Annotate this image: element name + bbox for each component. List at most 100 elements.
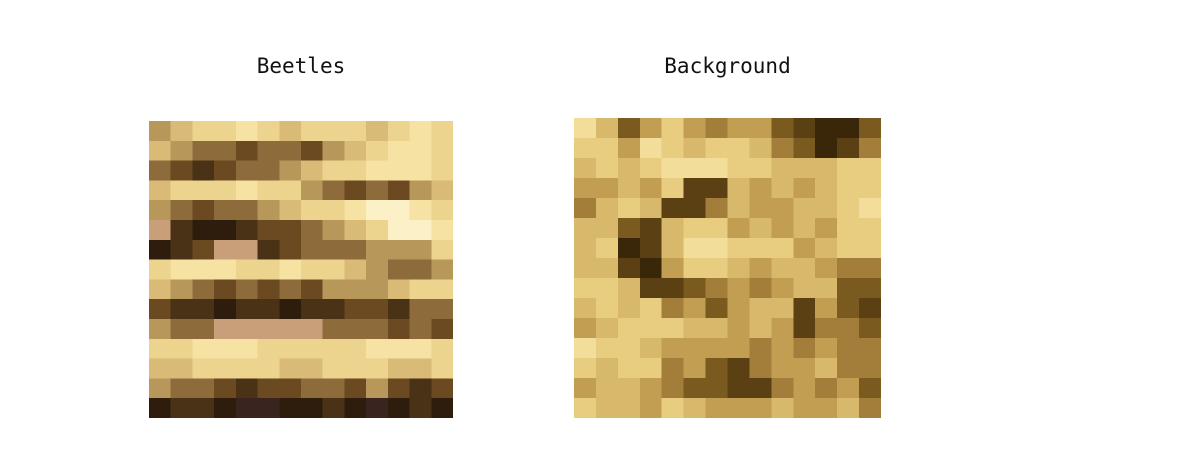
pixel-cell (301, 358, 324, 379)
pixel-cell (366, 338, 389, 359)
pixel-cell (595, 318, 619, 339)
pixel-cell (859, 158, 881, 179)
pixel-cell (387, 378, 411, 399)
pixel-cell (387, 160, 411, 181)
pixel-cell (170, 180, 193, 201)
pixel-cell (574, 278, 597, 299)
pixel-cell (749, 258, 772, 279)
pixel-cell (235, 180, 259, 201)
pixel-cell (431, 160, 453, 181)
pixel-cell (149, 160, 172, 181)
pixel-cell (301, 140, 324, 161)
pixel-cell (749, 318, 772, 339)
pixel-cell (322, 338, 345, 359)
pixel-cell (409, 140, 432, 161)
pixel-cell (595, 338, 619, 359)
pixel-cell (771, 178, 794, 199)
pixel-cell (192, 398, 215, 418)
pixel-cell (749, 218, 772, 239)
pixel-cell (639, 218, 663, 239)
pixel-cell (235, 121, 259, 142)
pixel-cell (387, 239, 411, 260)
pixel-cell (727, 378, 750, 399)
pixel-cell (301, 239, 324, 260)
pixel-cell (387, 279, 411, 300)
pixel-cell (279, 378, 302, 399)
pixel-cell (574, 218, 597, 239)
pixel-cell (617, 378, 641, 399)
pixel-cell (279, 160, 302, 181)
pixel-cell (749, 178, 772, 199)
pixel-cell (301, 319, 324, 340)
pixel-cell (301, 259, 324, 280)
pixel-cell (322, 319, 345, 340)
pixel-cell (771, 318, 794, 339)
pixel-cell (192, 121, 215, 142)
pixel-cell (815, 238, 838, 259)
pixel-cell (793, 178, 816, 199)
pixel-cell (639, 298, 663, 319)
pixel-cell (322, 200, 345, 221)
pixel-cell (409, 279, 432, 300)
pixel-cell (322, 398, 345, 418)
pixel-cell (661, 258, 685, 279)
pixel-cell (617, 318, 641, 339)
pixel-cell (409, 299, 432, 320)
pixel-cell (235, 239, 259, 260)
pixel-cell (192, 180, 215, 201)
pixel-cell (705, 218, 728, 239)
pixel-cell (683, 278, 707, 299)
pixel-cell (366, 160, 389, 181)
pixel-cell (595, 358, 619, 379)
pixel-cell (574, 338, 597, 359)
pixel-cell (727, 318, 750, 339)
pixel-cell (639, 258, 663, 279)
pixel-cell (301, 200, 324, 221)
pixel-cell (322, 160, 345, 181)
pixel-cell (301, 398, 324, 418)
pixel-cell (257, 299, 280, 320)
pixel-cell (815, 118, 838, 139)
pixel-cell (170, 239, 193, 260)
pixel-cell (639, 278, 663, 299)
pixel-cell (837, 378, 860, 399)
pixel-cell (149, 180, 172, 201)
pixel-cell (149, 378, 172, 399)
pixel-cell (344, 358, 367, 379)
pixel-cell (170, 378, 193, 399)
pixel-cell (705, 238, 728, 259)
pixel-cell (793, 298, 816, 319)
pixel-cell (595, 198, 619, 219)
pixel-cell (235, 398, 259, 418)
pixel-cell (279, 398, 302, 418)
pixel-cell (749, 378, 772, 399)
pixel-cell (235, 160, 259, 181)
pixel-cell (639, 398, 663, 418)
pixel-cell (235, 140, 259, 161)
pixel-cell (409, 180, 432, 201)
pixel-cell (683, 158, 707, 179)
pixel-cell (214, 200, 237, 221)
pixel-cell (170, 200, 193, 221)
beetles-title: Beetles (256, 54, 346, 78)
pixel-cell (793, 118, 816, 139)
pixel-cell (793, 138, 816, 159)
pixel-cell (366, 299, 389, 320)
pixel-cell (322, 140, 345, 161)
pixel-cell (574, 158, 597, 179)
pixel-cell (859, 218, 881, 239)
pixel-cell (705, 178, 728, 199)
pixel-cell (639, 238, 663, 259)
pixel-cell (149, 121, 172, 142)
pixel-cell (322, 220, 345, 241)
background-image-patch (574, 118, 881, 418)
pixel-cell (683, 198, 707, 219)
pixel-cell (409, 121, 432, 142)
pixel-cell (257, 160, 280, 181)
background-title: Background (664, 54, 791, 78)
pixel-cell (235, 299, 259, 320)
pixel-cell (793, 378, 816, 399)
pixel-cell (279, 279, 302, 300)
pixel-cell (639, 198, 663, 219)
pixel-cell (344, 239, 367, 260)
